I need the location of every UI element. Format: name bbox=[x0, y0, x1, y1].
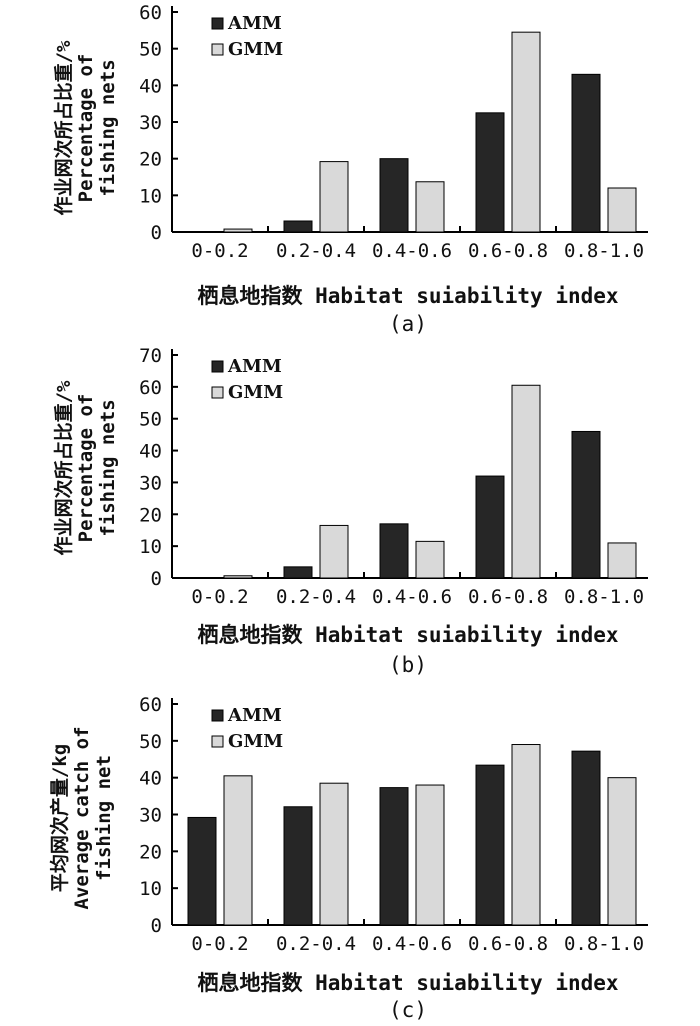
legend-label-amm: AMM bbox=[227, 356, 282, 377]
legend-swatch-gmm bbox=[211, 43, 224, 56]
x-axis-label: 栖息地指数 Habitat suiability index bbox=[197, 971, 618, 995]
y-tick-label: 0 bbox=[151, 568, 162, 590]
chart-panel-b: 0 10 20 30 40 50 60 70 0-0.2 0.2-0.4 0.4-0.6 0.6-0.… bbox=[52, 345, 648, 677]
legend-label-gmm: GMM bbox=[228, 39, 283, 60]
bar-amm-0-8-1-0 bbox=[571, 750, 601, 926]
bar-gmm-0-6-0-8 bbox=[511, 744, 541, 926]
chart-panel-c: 0 10 20 30 40 50 60 0-0.2 0.2-0.4 0.4-0.6 0.6-0.8 0… bbox=[48, 694, 648, 1022]
x-tick-label-0-4-0-6: 0.4-0.6 bbox=[372, 240, 452, 262]
bar-gmm-0-4-0-6 bbox=[415, 540, 445, 579]
y-axis-label-line: 作业网次所占比重/% bbox=[52, 380, 75, 555]
y-tick-label: 30 bbox=[139, 472, 162, 494]
y-tick-label: 40 bbox=[139, 441, 162, 463]
bar-gmm-0-2-0-4 bbox=[319, 161, 349, 233]
legend-swatch-gmm bbox=[211, 386, 224, 399]
legend-swatch-gmm bbox=[211, 735, 224, 748]
y-tick-label: 20 bbox=[139, 504, 162, 526]
y-tick-label: 20 bbox=[139, 841, 162, 863]
legend-swatch-amm bbox=[211, 360, 224, 373]
x-tick-label-0-8-1-0: 0.8-1.0 bbox=[564, 240, 644, 262]
bar-gmm-0-2-0-4 bbox=[319, 524, 349, 579]
y-tick-label: 10 bbox=[139, 878, 162, 900]
y-tick-label: 20 bbox=[139, 149, 162, 171]
x-tick-label-0-2-0-4: 0.2-0.4 bbox=[276, 240, 356, 262]
y-axis-label-line: Average catch of bbox=[71, 726, 93, 909]
legend-label-gmm: GMM bbox=[228, 382, 283, 403]
bar-gmm-0-8-1-0 bbox=[607, 187, 637, 233]
bar-gmm-0-4-0-6 bbox=[415, 784, 445, 926]
y-tick-label: 10 bbox=[139, 536, 162, 558]
bar-gmm-0-8-1-0 bbox=[607, 777, 637, 926]
panel-label: (b) bbox=[389, 653, 427, 677]
x-tick-label-0-2-0-4: 0.2-0.4 bbox=[276, 933, 356, 955]
bar-gmm-0-8-1-0 bbox=[607, 542, 637, 579]
x-axis-label: 栖息地指数 Habitat suiability index bbox=[197, 284, 618, 308]
bar-amm-0-0-2 bbox=[187, 816, 217, 926]
bar-amm-0-2-0-4 bbox=[283, 566, 313, 579]
y-tick-label: 50 bbox=[139, 409, 162, 431]
y-tick-label: 30 bbox=[139, 112, 162, 134]
x-tick-label-0-4-0-6: 0.4-0.6 bbox=[372, 933, 452, 955]
y-tick-label: 40 bbox=[139, 768, 162, 790]
x-tick-label-0-6-0-8: 0.6-0.8 bbox=[468, 586, 548, 608]
y-tick-label: 40 bbox=[139, 75, 162, 97]
x-tick-label-0-4-0-6: 0.4-0.6 bbox=[372, 586, 452, 608]
y-axis-label-line: 作业网次所占比重/% bbox=[52, 40, 75, 215]
legend-label-amm: AMM bbox=[227, 13, 282, 34]
bar-gmm-0-0-2 bbox=[223, 228, 253, 233]
bar-amm-0-6-0-8 bbox=[475, 112, 505, 233]
y-tick-label: 50 bbox=[139, 39, 162, 61]
bar-amm-0-6-0-8 bbox=[475, 764, 505, 926]
y-axis-label-line: Percentage of bbox=[75, 394, 97, 543]
x-tick-label-0-0-2: 0-0.2 bbox=[191, 933, 248, 955]
panel-label: (a) bbox=[389, 312, 427, 336]
x-tick-label-0-2-0-4: 0.2-0.4 bbox=[276, 586, 356, 608]
y-tick-label: 60 bbox=[139, 2, 162, 24]
y-tick-label: 0 bbox=[151, 222, 162, 244]
bar-amm-0-2-0-4 bbox=[283, 806, 313, 926]
bar-amm-0-4-0-6 bbox=[379, 158, 409, 233]
y-tick-label: 10 bbox=[139, 185, 162, 207]
x-axis-label: 栖息地指数 Habitat suiability index bbox=[197, 623, 618, 647]
x-tick-label-0-6-0-8: 0.6-0.8 bbox=[468, 933, 548, 955]
bar-gmm-0-6-0-8 bbox=[511, 384, 541, 579]
x-tick-label-0-0-2: 0-0.2 bbox=[191, 240, 248, 262]
bar-gmm-0-6-0-8 bbox=[511, 31, 541, 233]
bar-amm-0-4-0-6 bbox=[379, 523, 409, 579]
y-axis-label-line: fishing net bbox=[93, 755, 115, 881]
bar-amm-0-8-1-0 bbox=[571, 73, 601, 233]
y-tick-label: 0 bbox=[151, 915, 162, 937]
bar-amm-0-6-0-8 bbox=[475, 475, 505, 579]
x-tick-label-0-8-1-0: 0.8-1.0 bbox=[564, 586, 644, 608]
y-axis-label-line: 平均网次产量/kg bbox=[48, 744, 71, 892]
bar-gmm-0-0-2 bbox=[223, 775, 253, 926]
x-tick-label-0-0-2: 0-0.2 bbox=[191, 586, 248, 608]
chart-panel-a: 0 10 20 30 40 50 60 0-0.2 0.2-0.4 0.4-0.6 0.6-0.8 0… bbox=[52, 2, 648, 336]
bar-amm-0-8-1-0 bbox=[571, 430, 601, 579]
bar-amm-0-2-0-4 bbox=[283, 220, 313, 233]
y-axis-label-line: Percentage of bbox=[75, 54, 97, 203]
bar-gmm-0-2-0-4 bbox=[319, 782, 349, 926]
y-tick-label: 60 bbox=[139, 377, 162, 399]
legend-swatch-amm bbox=[211, 17, 224, 30]
bar-gmm-0-4-0-6 bbox=[415, 181, 445, 233]
legend-label-amm: AMM bbox=[227, 705, 282, 726]
panel-label: (c) bbox=[389, 998, 427, 1022]
y-axis-label-line: fishing nets bbox=[97, 399, 119, 536]
y-tick-label: 30 bbox=[139, 805, 162, 827]
bar-gmm-0-0-2 bbox=[223, 575, 253, 579]
y-tick-label: 70 bbox=[139, 345, 162, 367]
y-tick-label: 50 bbox=[139, 731, 162, 753]
legend-label-gmm: GMM bbox=[228, 731, 283, 752]
x-tick-label-0-8-1-0: 0.8-1.0 bbox=[564, 933, 644, 955]
bar-amm-0-4-0-6 bbox=[379, 787, 409, 926]
y-tick-label: 60 bbox=[139, 694, 162, 716]
legend-swatch-amm bbox=[211, 709, 224, 722]
x-tick-label-0-6-0-8: 0.6-0.8 bbox=[468, 240, 548, 262]
y-axis-label-line: fishing nets bbox=[97, 59, 119, 196]
